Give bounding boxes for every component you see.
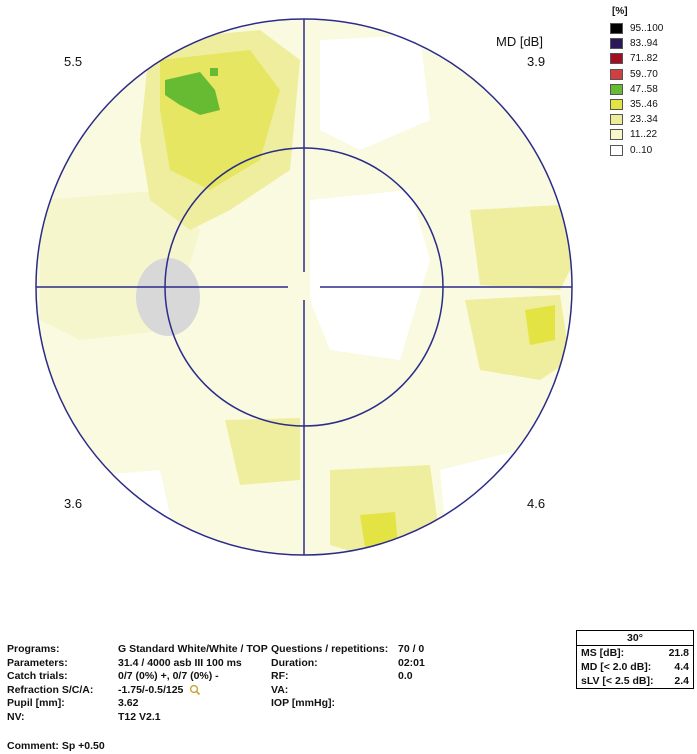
- quadrant-bottom-right-value: 4.6: [527, 496, 546, 511]
- legend-swatch: [610, 38, 623, 50]
- info-labels: Programs: Parameters: Catch trials: Refr…: [7, 643, 93, 724]
- info-value-rf: 0.0: [398, 670, 413, 682]
- info-value-catch-trials: 0/7 (0%) +, 0/7 (0%) -: [118, 670, 219, 682]
- legend-label: 71..82: [630, 53, 658, 65]
- stats-header: 30°: [577, 631, 693, 646]
- legend-item: 0..10: [610, 143, 663, 158]
- legend-label: 47..58: [630, 83, 658, 95]
- stats-row-ms: MS [dB]: 21.8: [577, 646, 693, 660]
- legend-item: 59..70: [610, 67, 663, 82]
- quadrant-top-right-value: 3.9: [527, 54, 546, 69]
- legend-label: 83..94: [630, 38, 658, 50]
- region-bottom-right-core: [360, 512, 398, 548]
- legend-swatch: [610, 99, 623, 111]
- legend-swatch: [610, 129, 623, 141]
- info-label-refraction: Refraction S/C/A:: [7, 683, 94, 696]
- legend-item: 47..58: [610, 82, 663, 97]
- info-label-rf: RF:: [271, 670, 289, 682]
- info-label-pupil: Pupil [mm]:: [7, 697, 65, 709]
- legend-item: 35..46: [610, 97, 663, 112]
- info-value-duration: 02:01: [398, 656, 425, 669]
- legend: [%] 95..100 83..94 71..82 59..70 47..58 35..4…: [610, 6, 663, 158]
- legend-swatch: [610, 114, 623, 126]
- info-value-iop: [398, 697, 425, 711]
- info-labels-2: Questions / repetitions: Duration: RF: V…: [271, 643, 388, 711]
- legend-swatch: [610, 83, 623, 95]
- legend-item: 11..22: [610, 127, 663, 142]
- info-value-nv: T12 V2.1: [118, 710, 161, 723]
- legend-label: 95..100: [630, 23, 664, 35]
- stats-label: MD [< 2.0 dB]:: [581, 661, 652, 673]
- legend-unit: [%]: [612, 6, 628, 17]
- probability-map: [36, 19, 572, 555]
- region-white-top-right: [320, 35, 430, 150]
- region-green-patch: [165, 72, 220, 115]
- legend-item: 71..82: [610, 51, 663, 66]
- stats-box: 30° MS [dB]: 21.8 MD [< 2.0 dB]: 4.4 sLV…: [576, 630, 694, 689]
- info-label-parameters: Parameters:: [7, 656, 68, 669]
- info-value-pupil: 3.62: [118, 697, 139, 709]
- region-right-upper: [470, 205, 572, 290]
- info-label-va: VA:: [271, 683, 289, 696]
- quadrant-bottom-left-value: 3.6: [64, 496, 83, 511]
- blind-spot: [136, 258, 200, 336]
- stats-label: MS [dB]:: [581, 647, 625, 659]
- legend-swatch: [610, 23, 623, 35]
- region-right-core: [525, 305, 555, 345]
- region-bottom-center: [225, 418, 300, 485]
- visual-field-map: [35, 18, 573, 556]
- region-white-center: [310, 190, 430, 360]
- legend-swatch: [610, 68, 623, 80]
- legend-label: 23..34: [630, 114, 658, 126]
- stats-row-md: MD [< 2.0 dB]: 4.4: [577, 660, 693, 674]
- info-values: G Standard White/White / TOP 31.4 / 4000…: [118, 643, 268, 724]
- info-label-iop: IOP [mmHg]:: [271, 697, 335, 709]
- legend-label: 0..10: [630, 144, 653, 156]
- info-value-parameters: 31.4 / 4000 asb III 100 ms: [118, 656, 242, 669]
- info-label-nv: NV:: [7, 710, 25, 723]
- legend-label: 35..46: [630, 99, 658, 111]
- legend-item: 23..34: [610, 112, 663, 127]
- info-value-refraction: -1.75/-0.5/125: [118, 683, 184, 696]
- info-label-duration: Duration:: [271, 656, 318, 669]
- stats-row-slv: sLV [< 2.5 dB]: 2.4: [577, 674, 693, 688]
- legend-label: 11..22: [630, 129, 658, 141]
- legend-swatch: [610, 53, 623, 65]
- info-label-questions: Questions / repetitions:: [271, 643, 389, 655]
- info-value-refraction-row: -1.75/-0.5/125: [118, 684, 201, 698]
- stats-value: 4.4: [674, 661, 689, 673]
- comment: Comment: Sp +0.50: [7, 740, 105, 752]
- md-label: MD [dB]: [496, 34, 543, 49]
- info-value-questions: 70 / 0: [398, 643, 425, 655]
- region-green-dot: [210, 68, 218, 76]
- legend-item: 95..100: [610, 21, 663, 36]
- legend-item: 83..94: [610, 36, 663, 51]
- legend-swatch: [610, 144, 623, 156]
- info-values-2: 70 / 0 02:01 0.0: [398, 643, 425, 711]
- info-value-va: [398, 684, 425, 698]
- region-white-bottom-left: [40, 470, 180, 555]
- quadrant-top-left-value: 5.5: [64, 54, 83, 69]
- stats-value: 21.8: [668, 647, 689, 659]
- magnifier-icon[interactable]: [189, 684, 201, 696]
- info-label-catch-trials: Catch trials:: [7, 670, 68, 682]
- stats-label: sLV [< 2.5 dB]:: [581, 675, 654, 687]
- info-label-programs: Programs:: [7, 643, 60, 655]
- legend-label: 59..70: [630, 68, 658, 80]
- info-value-programs: G Standard White/White / TOP: [118, 643, 268, 655]
- region-bottom-right: [330, 465, 440, 555]
- stats-value: 2.4: [674, 675, 689, 687]
